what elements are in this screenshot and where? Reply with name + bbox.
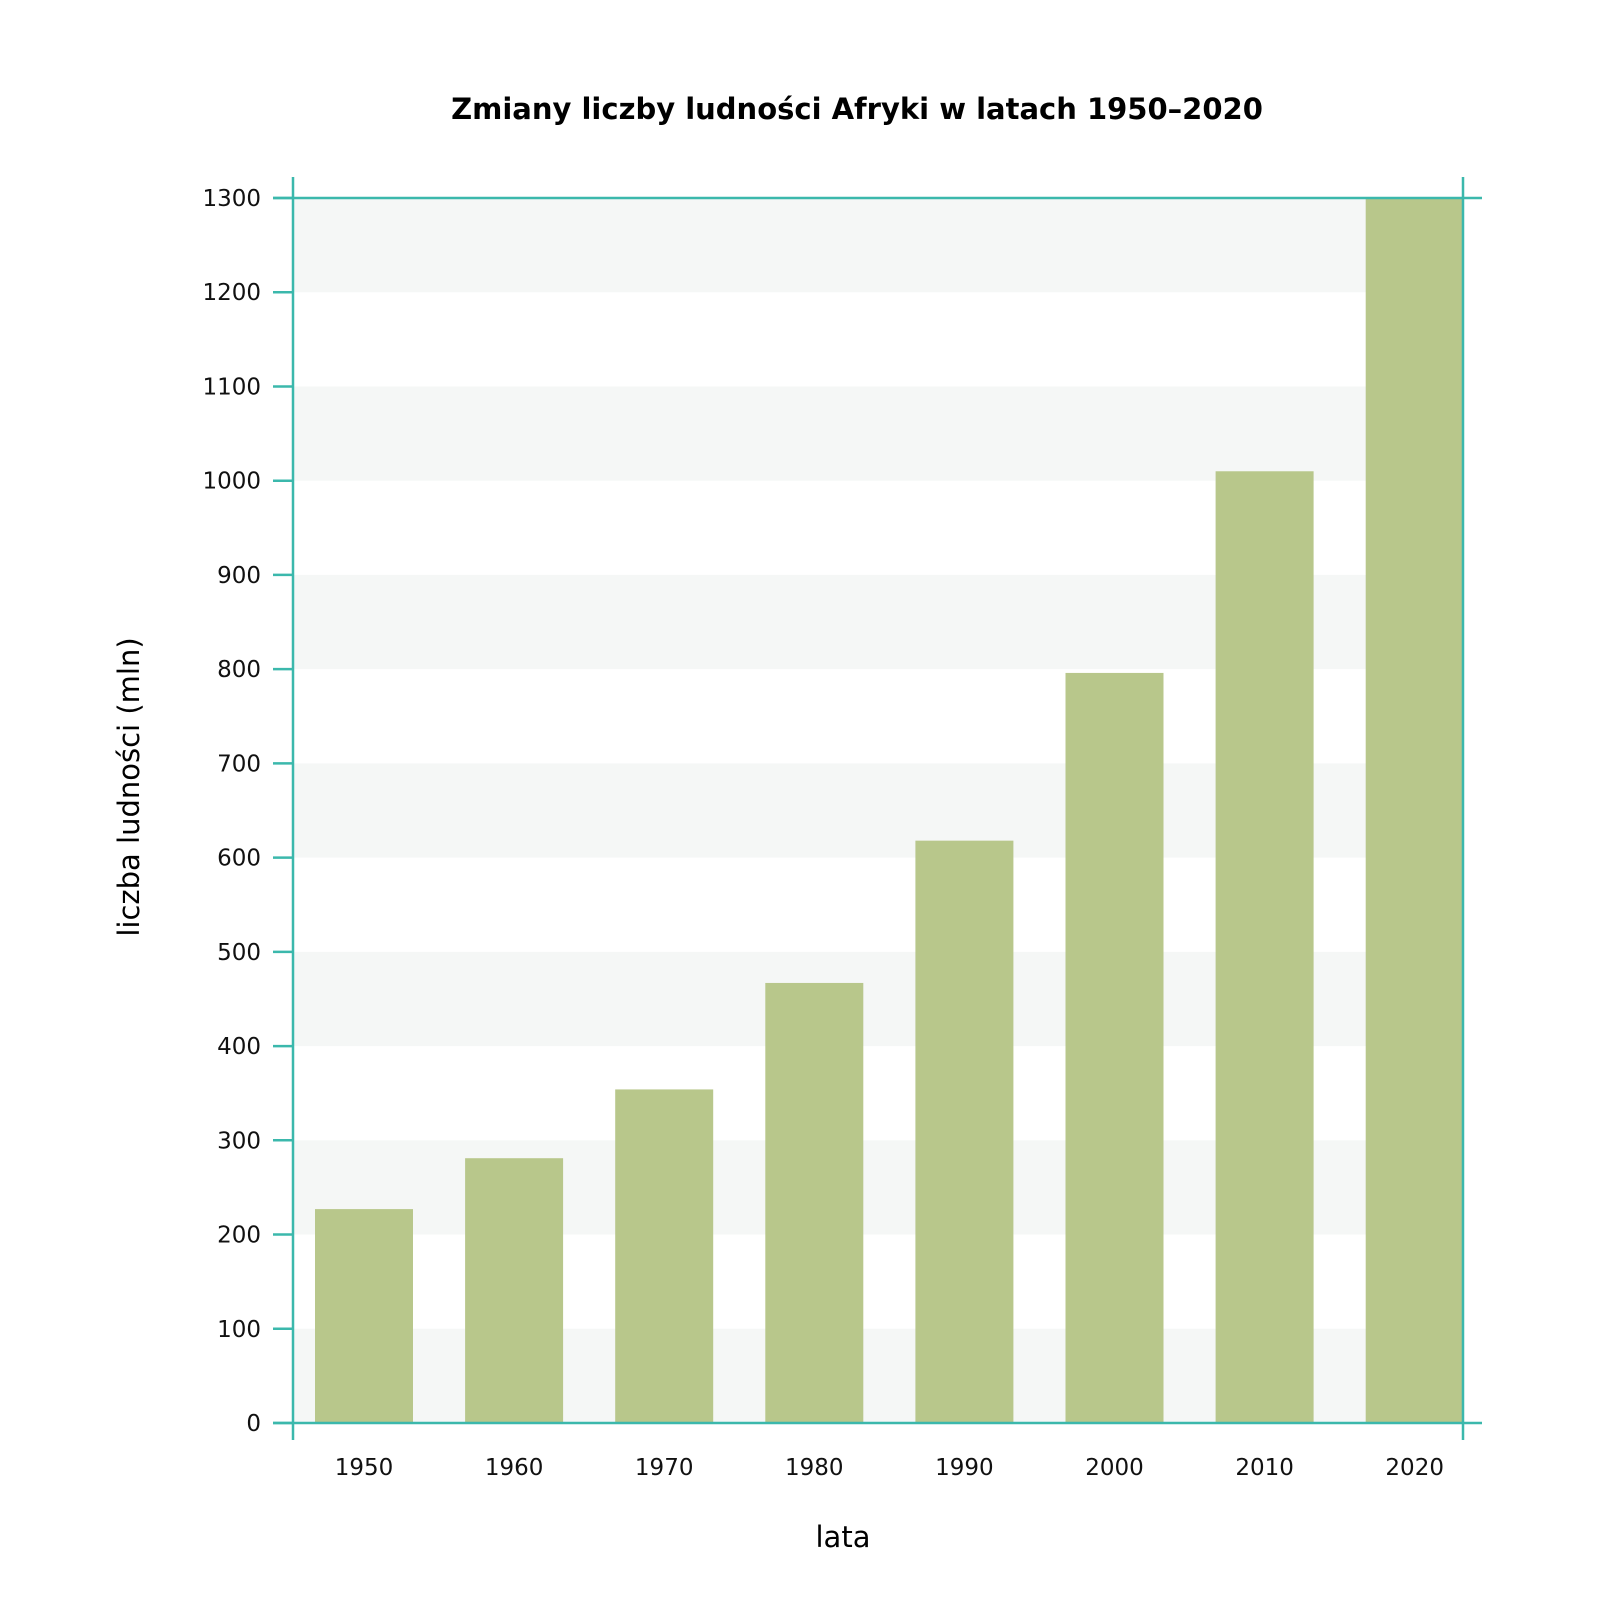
y-tick-label-300: 300 [217, 1128, 261, 1154]
x-tick-label-2010: 2010 [1235, 1455, 1294, 1481]
bar-1990 [915, 840, 1014, 1423]
y-tick-label-900: 900 [217, 563, 261, 589]
y-tick-label-600: 600 [217, 846, 261, 872]
y-tick-label-100: 100 [217, 1317, 261, 1343]
bar-2020 [1365, 198, 1463, 1423]
y-tick-label-400: 400 [217, 1034, 261, 1060]
y-axis-label: liczba ludności (mln) [112, 637, 146, 936]
y-tick-label-0: 0 [246, 1411, 261, 1437]
x-tick-label-1990: 1990 [935, 1455, 994, 1481]
y-tick-label-800: 800 [217, 657, 261, 683]
grid-band [293, 198, 1463, 293]
y-tick-label-200: 200 [217, 1223, 261, 1249]
y-tick-label-1100: 1100 [202, 374, 261, 400]
chart-title: Zmiany liczby ludności Afryki w latach 1… [451, 92, 1263, 126]
bar-2010 [1215, 471, 1314, 1423]
x-tick-label-1950: 1950 [335, 1455, 394, 1481]
y-tick-labels: 0 100 200 300 400 500 600 700 800 900 1000 1100 1200… [202, 186, 261, 1437]
x-tick-label-1960: 1960 [485, 1455, 544, 1481]
x-tick-label-1980: 1980 [785, 1455, 844, 1481]
y-tick-label-1000: 1000 [202, 469, 261, 495]
x-tick-label-1970: 1970 [635, 1455, 694, 1481]
grid-band [293, 386, 1463, 481]
x-tick-label-2000: 2000 [1085, 1455, 1144, 1481]
x-tick-labels: 1950 1960 1970 1980 1990 2000 2010 2020 [335, 1455, 1444, 1481]
axes [273, 177, 1482, 1440]
bar-1980 [765, 982, 864, 1423]
y-tick-label-1300: 1300 [202, 186, 261, 212]
y-tick-label-1200: 1200 [202, 280, 261, 306]
bar-1950 [315, 1209, 413, 1423]
bars [315, 198, 1463, 1423]
bar-2000 [1065, 672, 1164, 1423]
y-tick-label-700: 700 [217, 751, 261, 777]
y-tick-label-500: 500 [217, 940, 261, 966]
x-tick-label-2020: 2020 [1385, 1455, 1444, 1481]
bar-1960 [465, 1158, 564, 1423]
x-axis-label: lata [816, 1520, 871, 1554]
bar-1970 [615, 1089, 714, 1423]
